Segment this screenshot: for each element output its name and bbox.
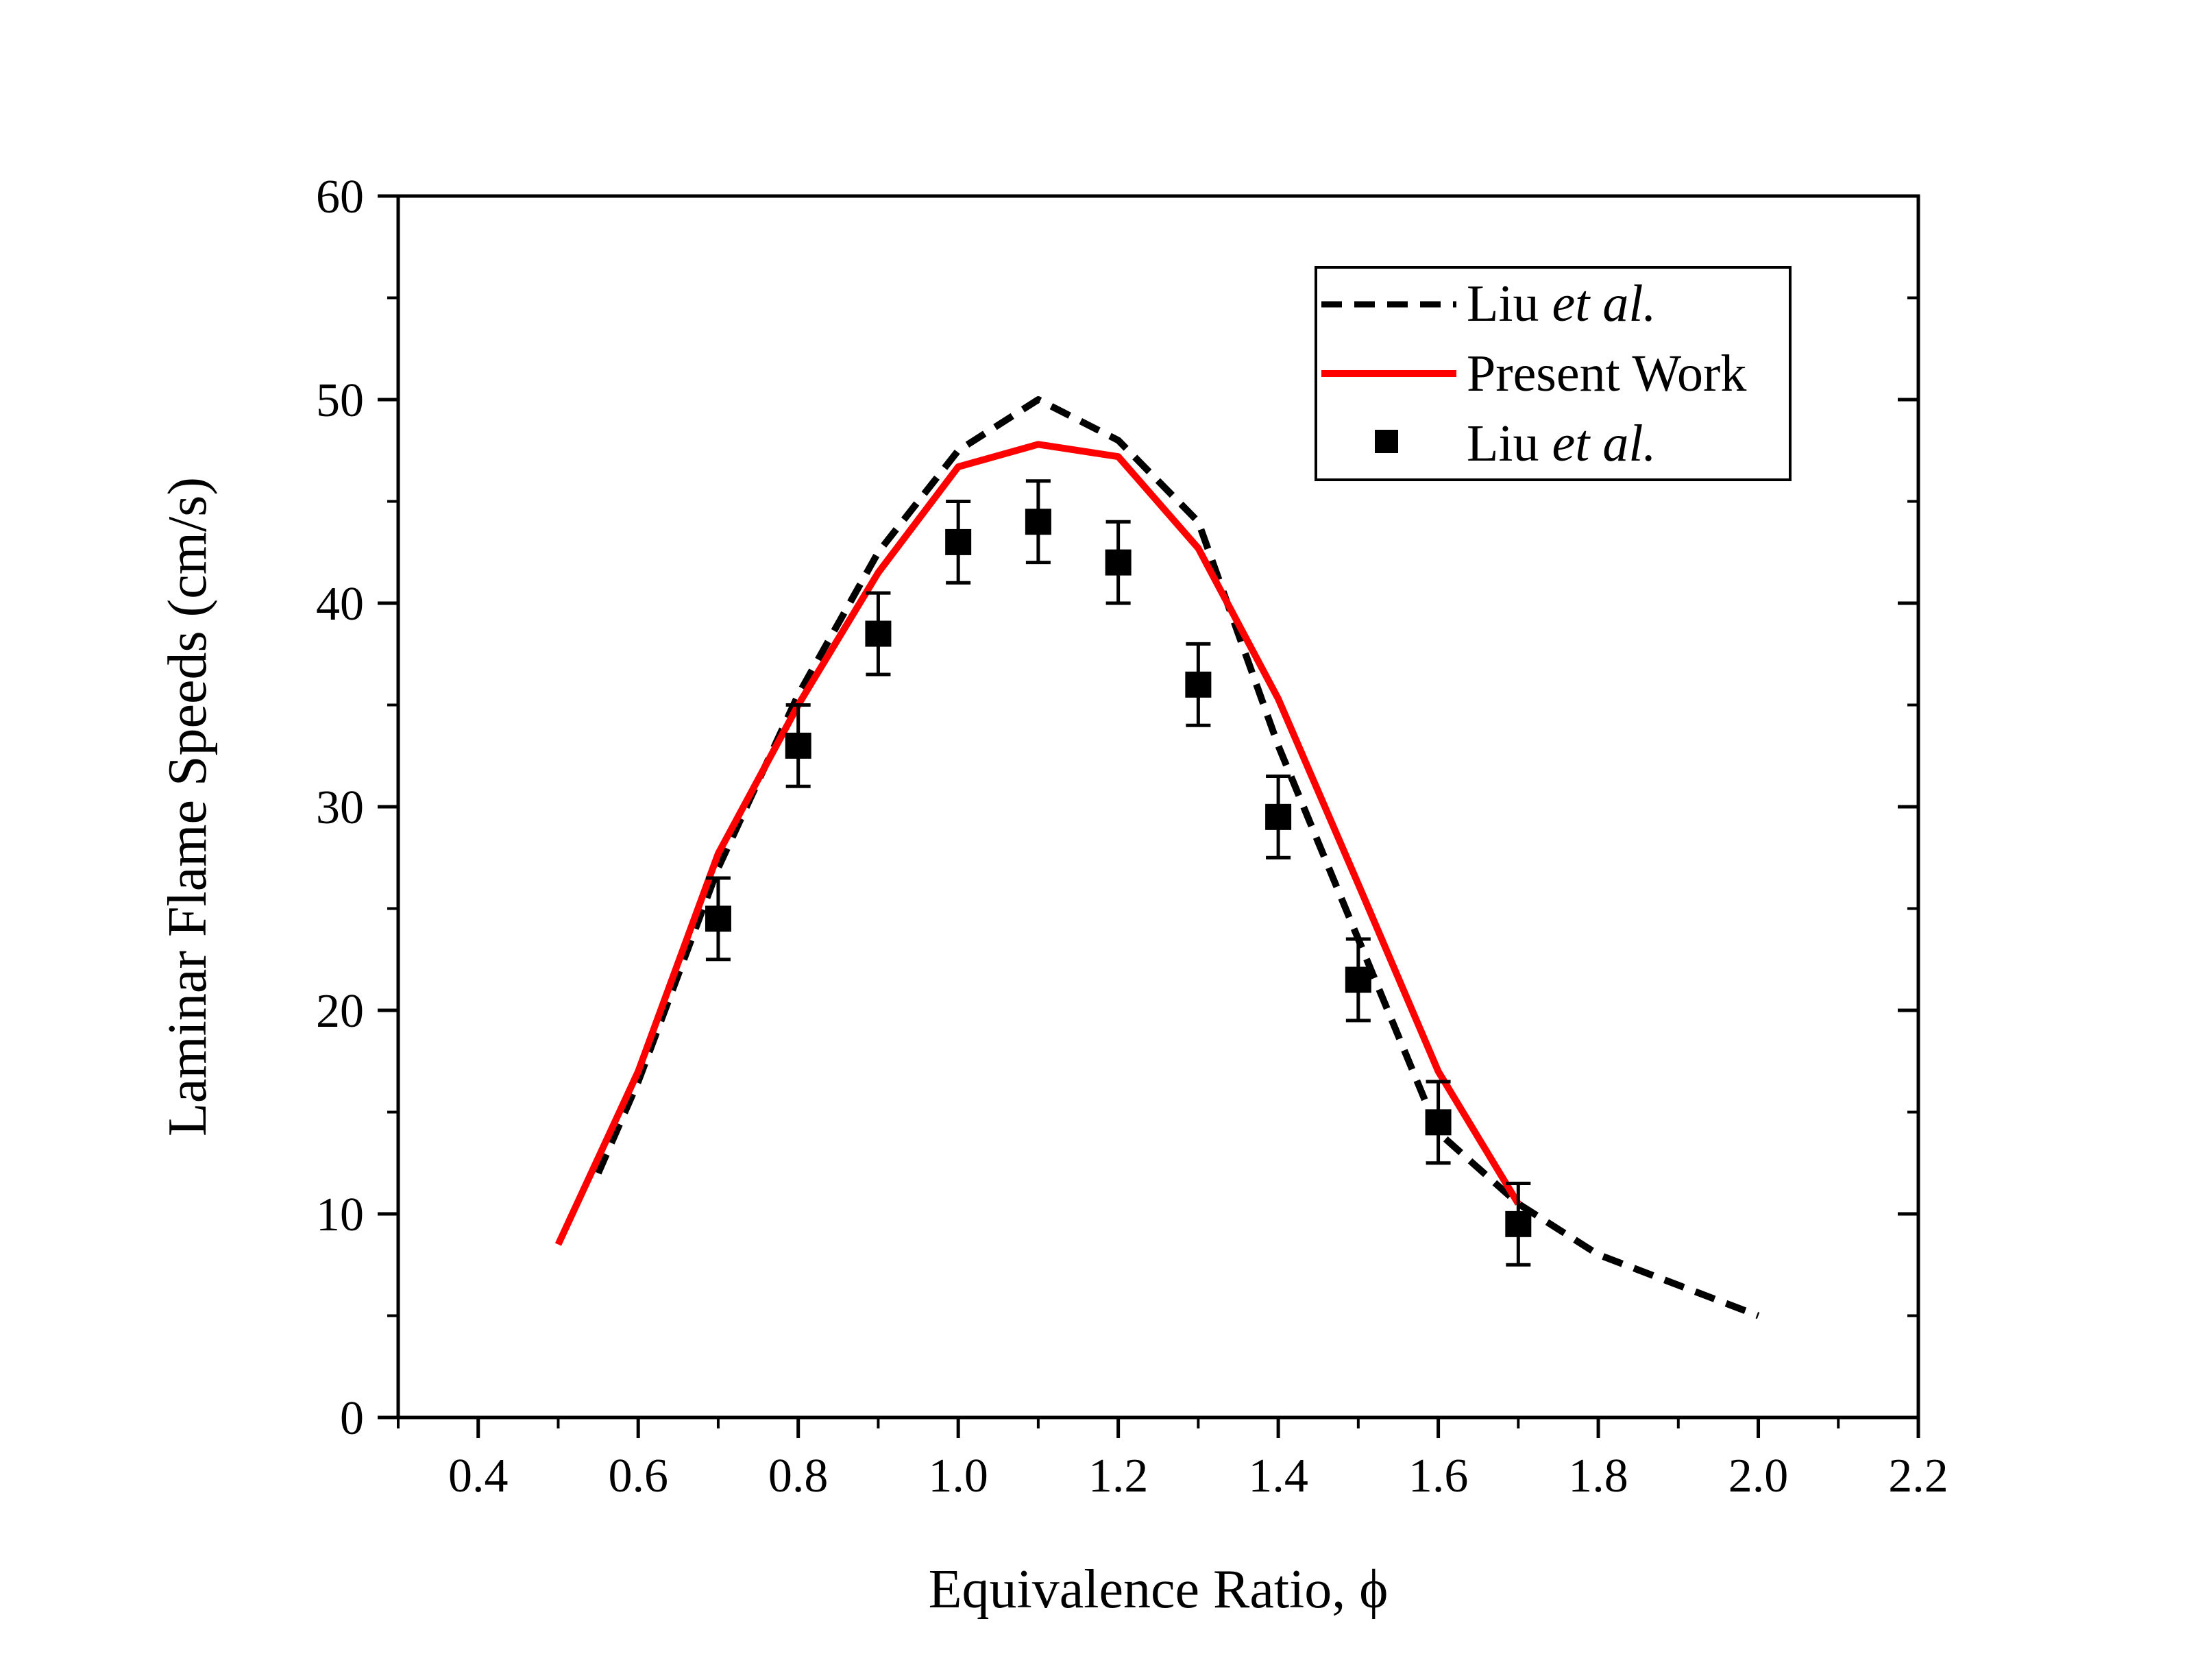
legend-label-liu-markers: Liu et al. [1467,415,1657,472]
x-tick-label: 0.8 [768,1450,829,1502]
y-tick-label: 0 [340,1392,364,1445]
data-point-marker [705,905,731,932]
legend-label-liu-dashed-plain: Liu [1467,275,1552,332]
data-point-marker [865,620,892,647]
y-axis-title: Laminar Flame Speeds (cm/s) [158,477,218,1136]
legend-label-liu-markers-italic: et al. [1552,415,1657,472]
data-point-marker [1265,803,1292,830]
series-present-work-line [554,441,1521,1246]
data-point-marker [1505,1210,1532,1237]
legend-label-liu-dashed-italic: et al. [1552,275,1657,332]
y-tick-labels: 0 10 20 30 40 50 60 [316,171,364,1445]
x-tick-label: 2.0 [1728,1450,1789,1502]
x-tick-label: 1.6 [1408,1450,1469,1502]
y-tick-label: 10 [316,1189,364,1241]
data-point-marker [1105,549,1132,576]
data-point-marker [1345,966,1371,993]
legend-label-liu-markers-plain: Liu [1467,415,1552,472]
axis-ticks [378,194,1920,1438]
data-point-marker [1185,671,1212,698]
y-tick-label: 50 [316,374,364,427]
x-axis-title: Equivalence Ratio, ϕ [929,1559,1389,1620]
x-tick-labels: 0.4 0.6 0.8 1.0 1.2 1.4 1.6 1.8 2.0 2.2 [448,1450,1948,1502]
x-tick-label: 1.8 [1568,1450,1628,1502]
x-tick-label: 0.4 [448,1450,509,1502]
legend-label-liu-dashed: Liu et al. [1467,275,1657,332]
data-point-marker [1025,509,1051,535]
series-liu-dashed-line [595,396,1760,1319]
legend-swatch-liu-markers [1375,430,1398,453]
data-point-marker [785,732,811,759]
x-tick-label: 1.2 [1088,1450,1149,1502]
y-tick-label: 20 [316,985,364,1038]
legend: Liu et al. Present Work Liu et al. [1315,266,1792,481]
data-point-marker [945,528,972,555]
x-tick-label: 2.2 [1888,1450,1948,1502]
y-tick-label: 30 [316,781,364,834]
x-tick-label: 0.6 [608,1450,668,1502]
data-point-marker [1425,1109,1452,1136]
y-tick-label: 60 [316,171,364,223]
x-tick-label: 1.0 [928,1450,988,1502]
plot-series [554,396,1760,1319]
legend-label-present-work: Present Work [1467,345,1746,402]
x-tick-label: 1.4 [1248,1450,1308,1502]
y-tick-label: 40 [316,578,364,631]
